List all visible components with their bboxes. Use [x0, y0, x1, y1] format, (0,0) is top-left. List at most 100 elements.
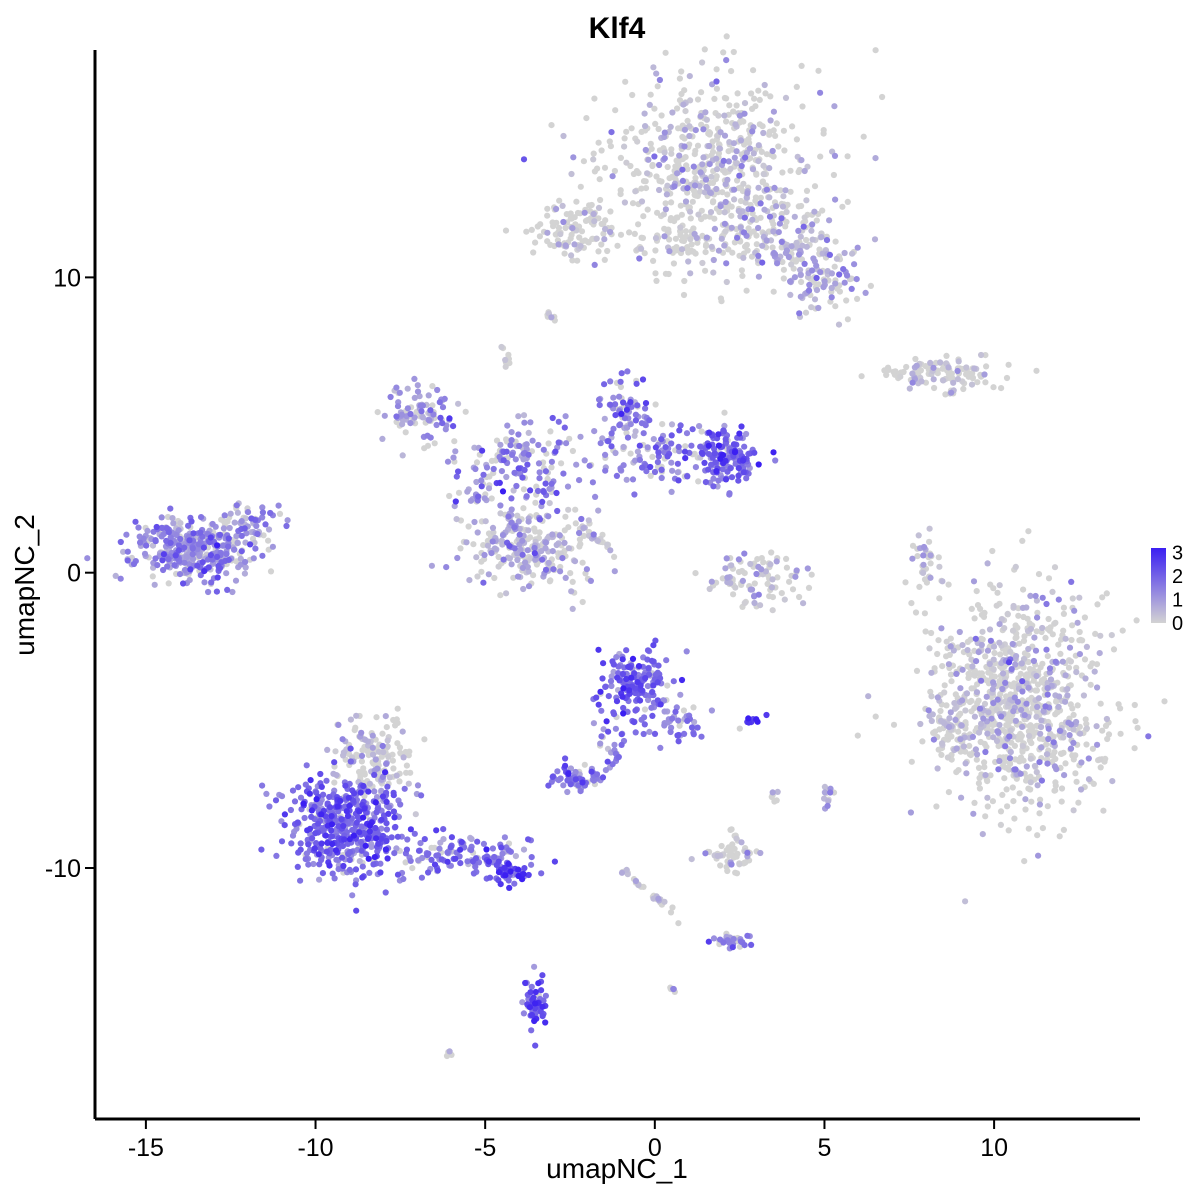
data-point	[165, 529, 172, 536]
data-point	[755, 87, 762, 94]
data-point	[854, 295, 861, 302]
data-point	[702, 479, 710, 486]
data-point	[1039, 825, 1046, 832]
data-point	[419, 414, 426, 421]
data-point	[562, 513, 569, 520]
data-point	[753, 171, 760, 178]
data-point	[594, 771, 601, 778]
data-point	[640, 430, 647, 437]
data-point	[968, 605, 975, 613]
data-point	[723, 95, 730, 102]
data-point	[428, 856, 435, 864]
data-point	[706, 585, 713, 593]
data-point	[810, 255, 817, 262]
data-point	[635, 221, 642, 228]
data-point	[981, 609, 988, 617]
data-point	[1096, 650, 1103, 657]
data-point	[926, 645, 933, 652]
data-point	[706, 189, 714, 196]
data-point	[497, 510, 504, 517]
data-point	[1012, 766, 1019, 773]
data-point	[1097, 632, 1104, 639]
data-point	[809, 267, 816, 274]
data-point	[1021, 633, 1028, 640]
data-point	[1076, 594, 1083, 601]
data-point	[692, 464, 700, 471]
data-point	[390, 792, 397, 799]
data-point	[383, 826, 390, 833]
data-point	[841, 249, 848, 257]
data-point	[384, 855, 391, 862]
data-point	[1036, 801, 1043, 808]
data-point	[446, 492, 453, 500]
data-point	[728, 203, 735, 210]
data-point	[832, 238, 839, 245]
data-point	[526, 1004, 534, 1011]
data-point	[479, 447, 486, 454]
data-point	[827, 789, 834, 796]
data-point	[669, 173, 676, 180]
data-point	[974, 379, 981, 386]
data-point	[692, 174, 699, 182]
data-point	[741, 599, 748, 607]
data-point	[152, 538, 159, 545]
data-point	[407, 826, 414, 833]
data-point	[474, 838, 481, 845]
data-point	[1049, 588, 1056, 596]
data-point	[1055, 596, 1062, 603]
data-point	[785, 253, 793, 261]
data-point	[753, 716, 760, 723]
data-point	[703, 241, 710, 248]
data-point	[568, 231, 575, 238]
data-point	[741, 443, 748, 450]
data-point	[697, 443, 704, 450]
data-point	[780, 127, 788, 134]
data-point	[535, 487, 542, 495]
data-point	[730, 48, 737, 56]
data-point	[483, 846, 490, 853]
data-point	[394, 705, 401, 712]
data-point	[173, 532, 180, 539]
data-point	[557, 231, 564, 238]
data-point	[1083, 725, 1090, 732]
data-point	[971, 615, 978, 622]
data-point	[626, 229, 633, 236]
data-point	[700, 154, 707, 161]
data-point	[620, 685, 627, 692]
data-point	[659, 421, 666, 428]
data-point	[748, 90, 755, 97]
data-point	[514, 512, 521, 519]
data-point	[783, 247, 791, 254]
data-point	[744, 849, 751, 856]
data-point	[508, 506, 515, 513]
data-point	[725, 246, 732, 253]
data-point	[835, 321, 843, 328]
data-point	[596, 402, 603, 409]
data-point	[622, 78, 629, 85]
data-point	[669, 109, 676, 116]
data-point	[610, 394, 617, 401]
data-point	[498, 468, 505, 475]
data-point	[650, 257, 657, 264]
data-point	[356, 829, 363, 836]
data-point	[632, 877, 640, 885]
data-point	[762, 90, 769, 97]
data-point	[993, 737, 1001, 745]
data-point	[908, 600, 915, 607]
data-point	[661, 898, 668, 905]
data-point	[1035, 695, 1042, 702]
data-point	[524, 547, 531, 554]
data-point	[629, 91, 636, 99]
data-point	[508, 451, 516, 458]
data-point	[1033, 769, 1040, 776]
data-point	[137, 539, 144, 546]
data-point	[607, 678, 615, 685]
data-point	[353, 907, 360, 914]
data-point	[371, 771, 378, 779]
data-point	[568, 252, 575, 259]
data-point	[657, 701, 664, 708]
data-point	[737, 137, 745, 144]
data-point	[702, 850, 709, 857]
data-point	[662, 206, 670, 213]
data-point	[244, 508, 252, 516]
